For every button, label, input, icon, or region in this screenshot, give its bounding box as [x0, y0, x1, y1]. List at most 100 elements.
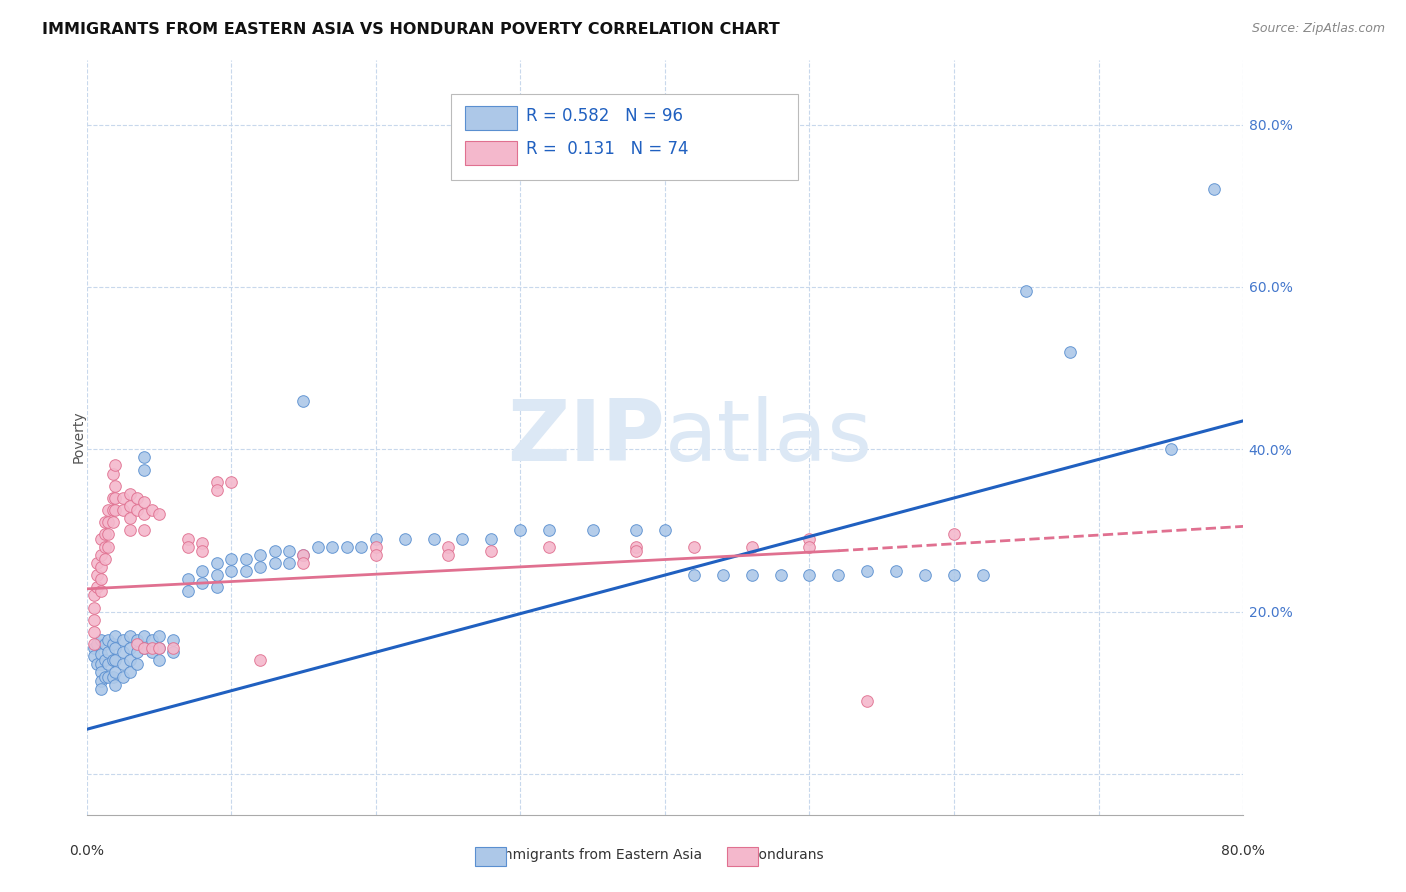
- Point: [97, 645, 120, 659]
- Point: [799, 568, 821, 582]
- Point: [799, 532, 821, 546]
- Text: Immigrants from Eastern Asia: Immigrants from Eastern Asia: [482, 847, 702, 862]
- Point: [1204, 182, 1226, 196]
- Point: [118, 511, 141, 525]
- Point: [654, 524, 676, 538]
- Point: [624, 543, 647, 558]
- Point: [148, 629, 170, 643]
- Point: [1059, 344, 1081, 359]
- Point: [827, 568, 849, 582]
- Point: [914, 568, 936, 582]
- Point: [104, 641, 127, 656]
- Point: [422, 532, 444, 546]
- Point: [97, 633, 120, 648]
- Text: 0.0%: 0.0%: [69, 844, 104, 858]
- Point: [134, 641, 156, 656]
- Point: [127, 645, 149, 659]
- Point: [83, 613, 105, 627]
- Point: [94, 669, 117, 683]
- Point: [86, 637, 108, 651]
- Point: [263, 556, 285, 570]
- Point: [177, 584, 200, 599]
- Point: [83, 600, 105, 615]
- Point: [118, 499, 141, 513]
- Point: [104, 479, 127, 493]
- Text: R = 0.582   N = 96: R = 0.582 N = 96: [526, 107, 683, 125]
- Point: [104, 665, 127, 680]
- Point: [292, 393, 315, 408]
- Point: [101, 653, 124, 667]
- Point: [278, 556, 301, 570]
- Text: R =  0.131   N = 74: R = 0.131 N = 74: [526, 140, 689, 159]
- Point: [943, 568, 966, 582]
- Point: [90, 665, 112, 680]
- Point: [292, 548, 315, 562]
- Point: [111, 633, 134, 648]
- Point: [90, 532, 112, 546]
- Point: [364, 540, 387, 554]
- Point: [263, 543, 285, 558]
- Point: [90, 673, 112, 688]
- Point: [90, 633, 112, 648]
- Point: [101, 637, 124, 651]
- Point: [943, 527, 966, 541]
- Text: 80.0%: 80.0%: [1222, 844, 1265, 858]
- Point: [134, 524, 156, 538]
- Point: [134, 641, 156, 656]
- Text: ZIP: ZIP: [508, 395, 665, 479]
- Point: [249, 548, 271, 562]
- Text: Source: ZipAtlas.com: Source: ZipAtlas.com: [1251, 22, 1385, 36]
- Point: [118, 665, 141, 680]
- Point: [104, 491, 127, 505]
- Point: [538, 524, 561, 538]
- Point: [799, 540, 821, 554]
- Point: [249, 560, 271, 574]
- Point: [134, 450, 156, 465]
- Point: [884, 564, 907, 578]
- Point: [90, 681, 112, 696]
- Point: [148, 641, 170, 656]
- Point: [581, 524, 603, 538]
- Point: [741, 540, 763, 554]
- Point: [148, 641, 170, 656]
- Point: [364, 532, 387, 546]
- Point: [856, 564, 879, 578]
- Point: [191, 564, 214, 578]
- Point: [83, 637, 105, 651]
- Point: [118, 524, 141, 538]
- Point: [86, 657, 108, 672]
- Point: [219, 475, 242, 489]
- Point: [127, 491, 149, 505]
- Point: [83, 588, 105, 602]
- FancyBboxPatch shape: [451, 94, 797, 180]
- Point: [86, 556, 108, 570]
- Point: [769, 568, 792, 582]
- Point: [118, 629, 141, 643]
- Point: [97, 540, 120, 554]
- Point: [538, 540, 561, 554]
- Point: [437, 540, 460, 554]
- FancyBboxPatch shape: [465, 141, 517, 165]
- Point: [972, 568, 994, 582]
- Point: [90, 572, 112, 586]
- Point: [509, 524, 531, 538]
- Point: [235, 552, 257, 566]
- Point: [162, 641, 184, 656]
- Point: [682, 540, 704, 554]
- Point: [177, 532, 200, 546]
- Point: [111, 657, 134, 672]
- FancyBboxPatch shape: [465, 105, 517, 130]
- Point: [219, 552, 242, 566]
- Point: [118, 487, 141, 501]
- Point: [101, 516, 124, 530]
- Point: [1015, 284, 1038, 298]
- Point: [86, 580, 108, 594]
- Point: [101, 669, 124, 683]
- Point: [97, 516, 120, 530]
- Point: [219, 564, 242, 578]
- Point: [134, 462, 156, 476]
- Point: [856, 694, 879, 708]
- Point: [90, 560, 112, 574]
- Point: [307, 540, 329, 554]
- Point: [177, 540, 200, 554]
